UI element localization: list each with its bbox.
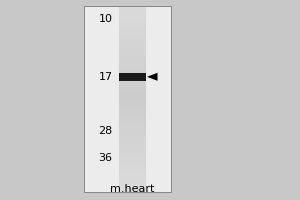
Text: m.heart: m.heart	[110, 184, 154, 194]
Bar	[118, 155, 146, 161]
Bar	[118, 31, 146, 37]
Bar	[118, 43, 146, 49]
Bar	[118, 56, 146, 62]
Text: 10: 10	[98, 14, 112, 24]
Bar	[118, 173, 146, 180]
Bar	[118, 130, 146, 136]
Bar	[118, 93, 146, 99]
Bar	[118, 18, 146, 25]
Bar	[118, 37, 146, 43]
Bar	[118, 118, 146, 124]
Bar	[118, 124, 146, 130]
Bar	[118, 6, 146, 12]
Bar	[118, 186, 146, 192]
Bar	[118, 142, 146, 149]
Bar	[118, 25, 146, 31]
Text: 36: 36	[98, 153, 112, 163]
Bar	[118, 12, 146, 18]
Bar	[118, 167, 146, 173]
Bar	[118, 68, 146, 74]
Polygon shape	[147, 73, 158, 81]
Bar	[118, 111, 146, 118]
Bar	[118, 74, 146, 80]
Bar	[84, 6, 171, 192]
Bar	[118, 49, 146, 56]
Bar	[118, 180, 146, 186]
Bar	[118, 105, 146, 111]
Bar	[118, 149, 146, 155]
Bar	[118, 80, 146, 87]
Bar	[118, 161, 146, 167]
Bar	[118, 136, 146, 142]
Bar	[118, 99, 146, 105]
Bar	[84, 6, 171, 192]
Text: 17: 17	[98, 72, 112, 82]
Bar	[118, 87, 146, 93]
Bar	[118, 62, 146, 68]
Text: 28: 28	[98, 126, 112, 136]
Bar	[118, 73, 146, 81]
